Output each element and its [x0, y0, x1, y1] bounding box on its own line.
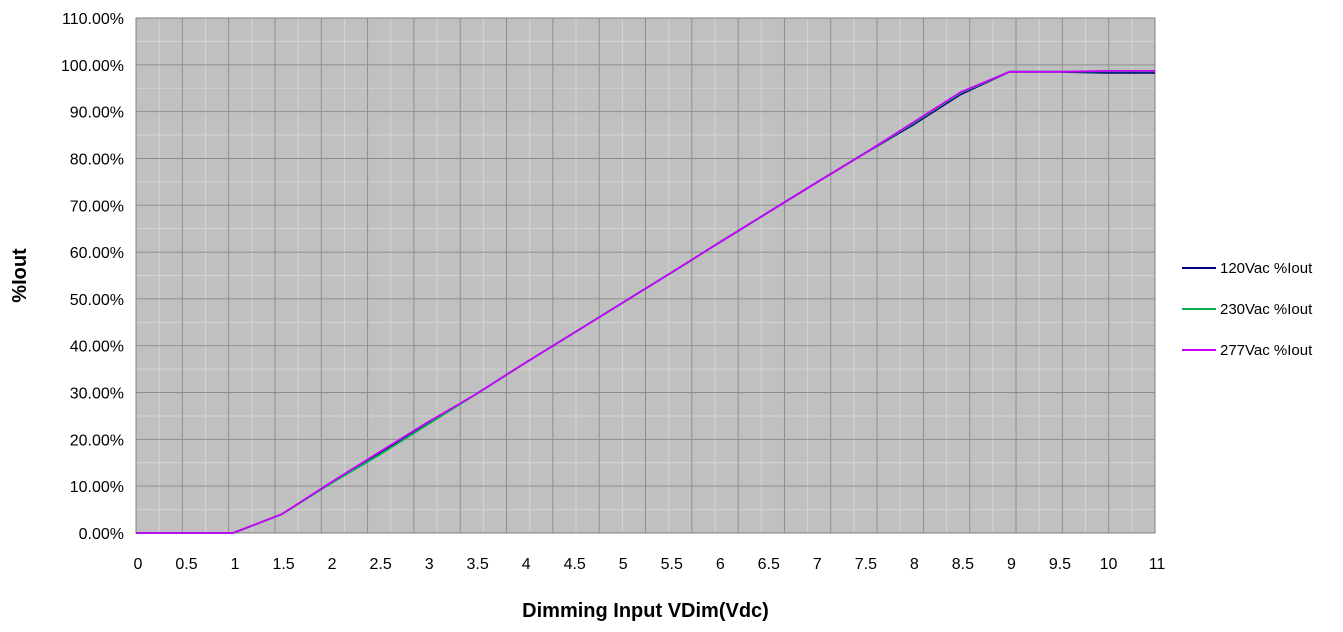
y-tick-label: 90.00% — [70, 105, 124, 122]
y-tick-label: 80.00% — [70, 151, 124, 168]
x-tick-label: 0.5 — [175, 556, 197, 573]
series-line — [136, 70, 1155, 534]
y-tick-label: 20.00% — [70, 432, 124, 449]
x-tick-label: 6.5 — [758, 556, 780, 573]
y-tick-label: 70.00% — [70, 198, 124, 215]
x-tick-label: 0 — [134, 556, 143, 573]
y-tick-label: 60.00% — [70, 245, 124, 262]
x-tick-label: 4.5 — [564, 556, 586, 573]
x-tick-label: 11 — [1149, 556, 1166, 573]
x-axis-title: Dimming Input VDim(Vdc) — [522, 600, 769, 622]
y-tick-label: 110.00% — [62, 11, 124, 28]
legend: 120Vac %Iout 230Vac %Iout 277Vac %Iout — [1182, 260, 1313, 359]
x-tick-label: 8.5 — [952, 556, 974, 573]
y-tick-label: 40.00% — [70, 339, 124, 356]
plot-border — [135, 17, 1156, 534]
y-tick-label: 0.00% — [79, 526, 124, 543]
x-tick-label: 9 — [1007, 556, 1016, 573]
x-tick-label: 4 — [522, 556, 531, 573]
legend-label: 230Vac %Iout — [1220, 301, 1313, 318]
legend-label: 277Vac %Iout — [1220, 342, 1313, 359]
x-tick-label: 2.5 — [369, 556, 391, 573]
x-tick-label: 3.5 — [467, 556, 489, 573]
y-tick-labels: 0.00% 10.00% 20.00% 30.00% 40.00% 50.00% 60.00… — [61, 11, 124, 543]
x-tick-label: 5 — [619, 556, 628, 573]
x-tick-label: 3 — [425, 556, 434, 573]
y-tick-label: 50.00% — [70, 292, 124, 309]
y-tick-label: 30.00% — [70, 386, 124, 403]
y-tick-label: 100.00% — [61, 58, 124, 75]
x-tick-label: 7 — [813, 556, 822, 573]
x-tick-label: 8 — [910, 556, 919, 573]
x-tick-label: 7.5 — [855, 556, 877, 573]
x-tick-label: 2 — [328, 556, 337, 573]
x-tick-label: 10 — [1100, 556, 1118, 573]
x-tick-labels: 0 0.5 1 1.5 2 2.5 3 3.5 4 4.5 5 5.5 6 6.5 7 7.5 8 8.5 9 9.5… — [134, 556, 1166, 573]
x-tick-label: 5.5 — [661, 556, 683, 573]
x-tick-label: 1 — [231, 556, 240, 573]
y-axis-title: %Iout — [9, 248, 31, 303]
legend-label: 120Vac %Iout — [1220, 260, 1313, 277]
x-tick-label: 6 — [716, 556, 725, 573]
grid-lines — [135, 17, 1156, 534]
series-lines — [136, 70, 1155, 534]
y-tick-label: 10.00% — [70, 479, 124, 496]
x-tick-label: 9.5 — [1049, 556, 1071, 573]
x-tick-label: 1.5 — [272, 556, 294, 573]
